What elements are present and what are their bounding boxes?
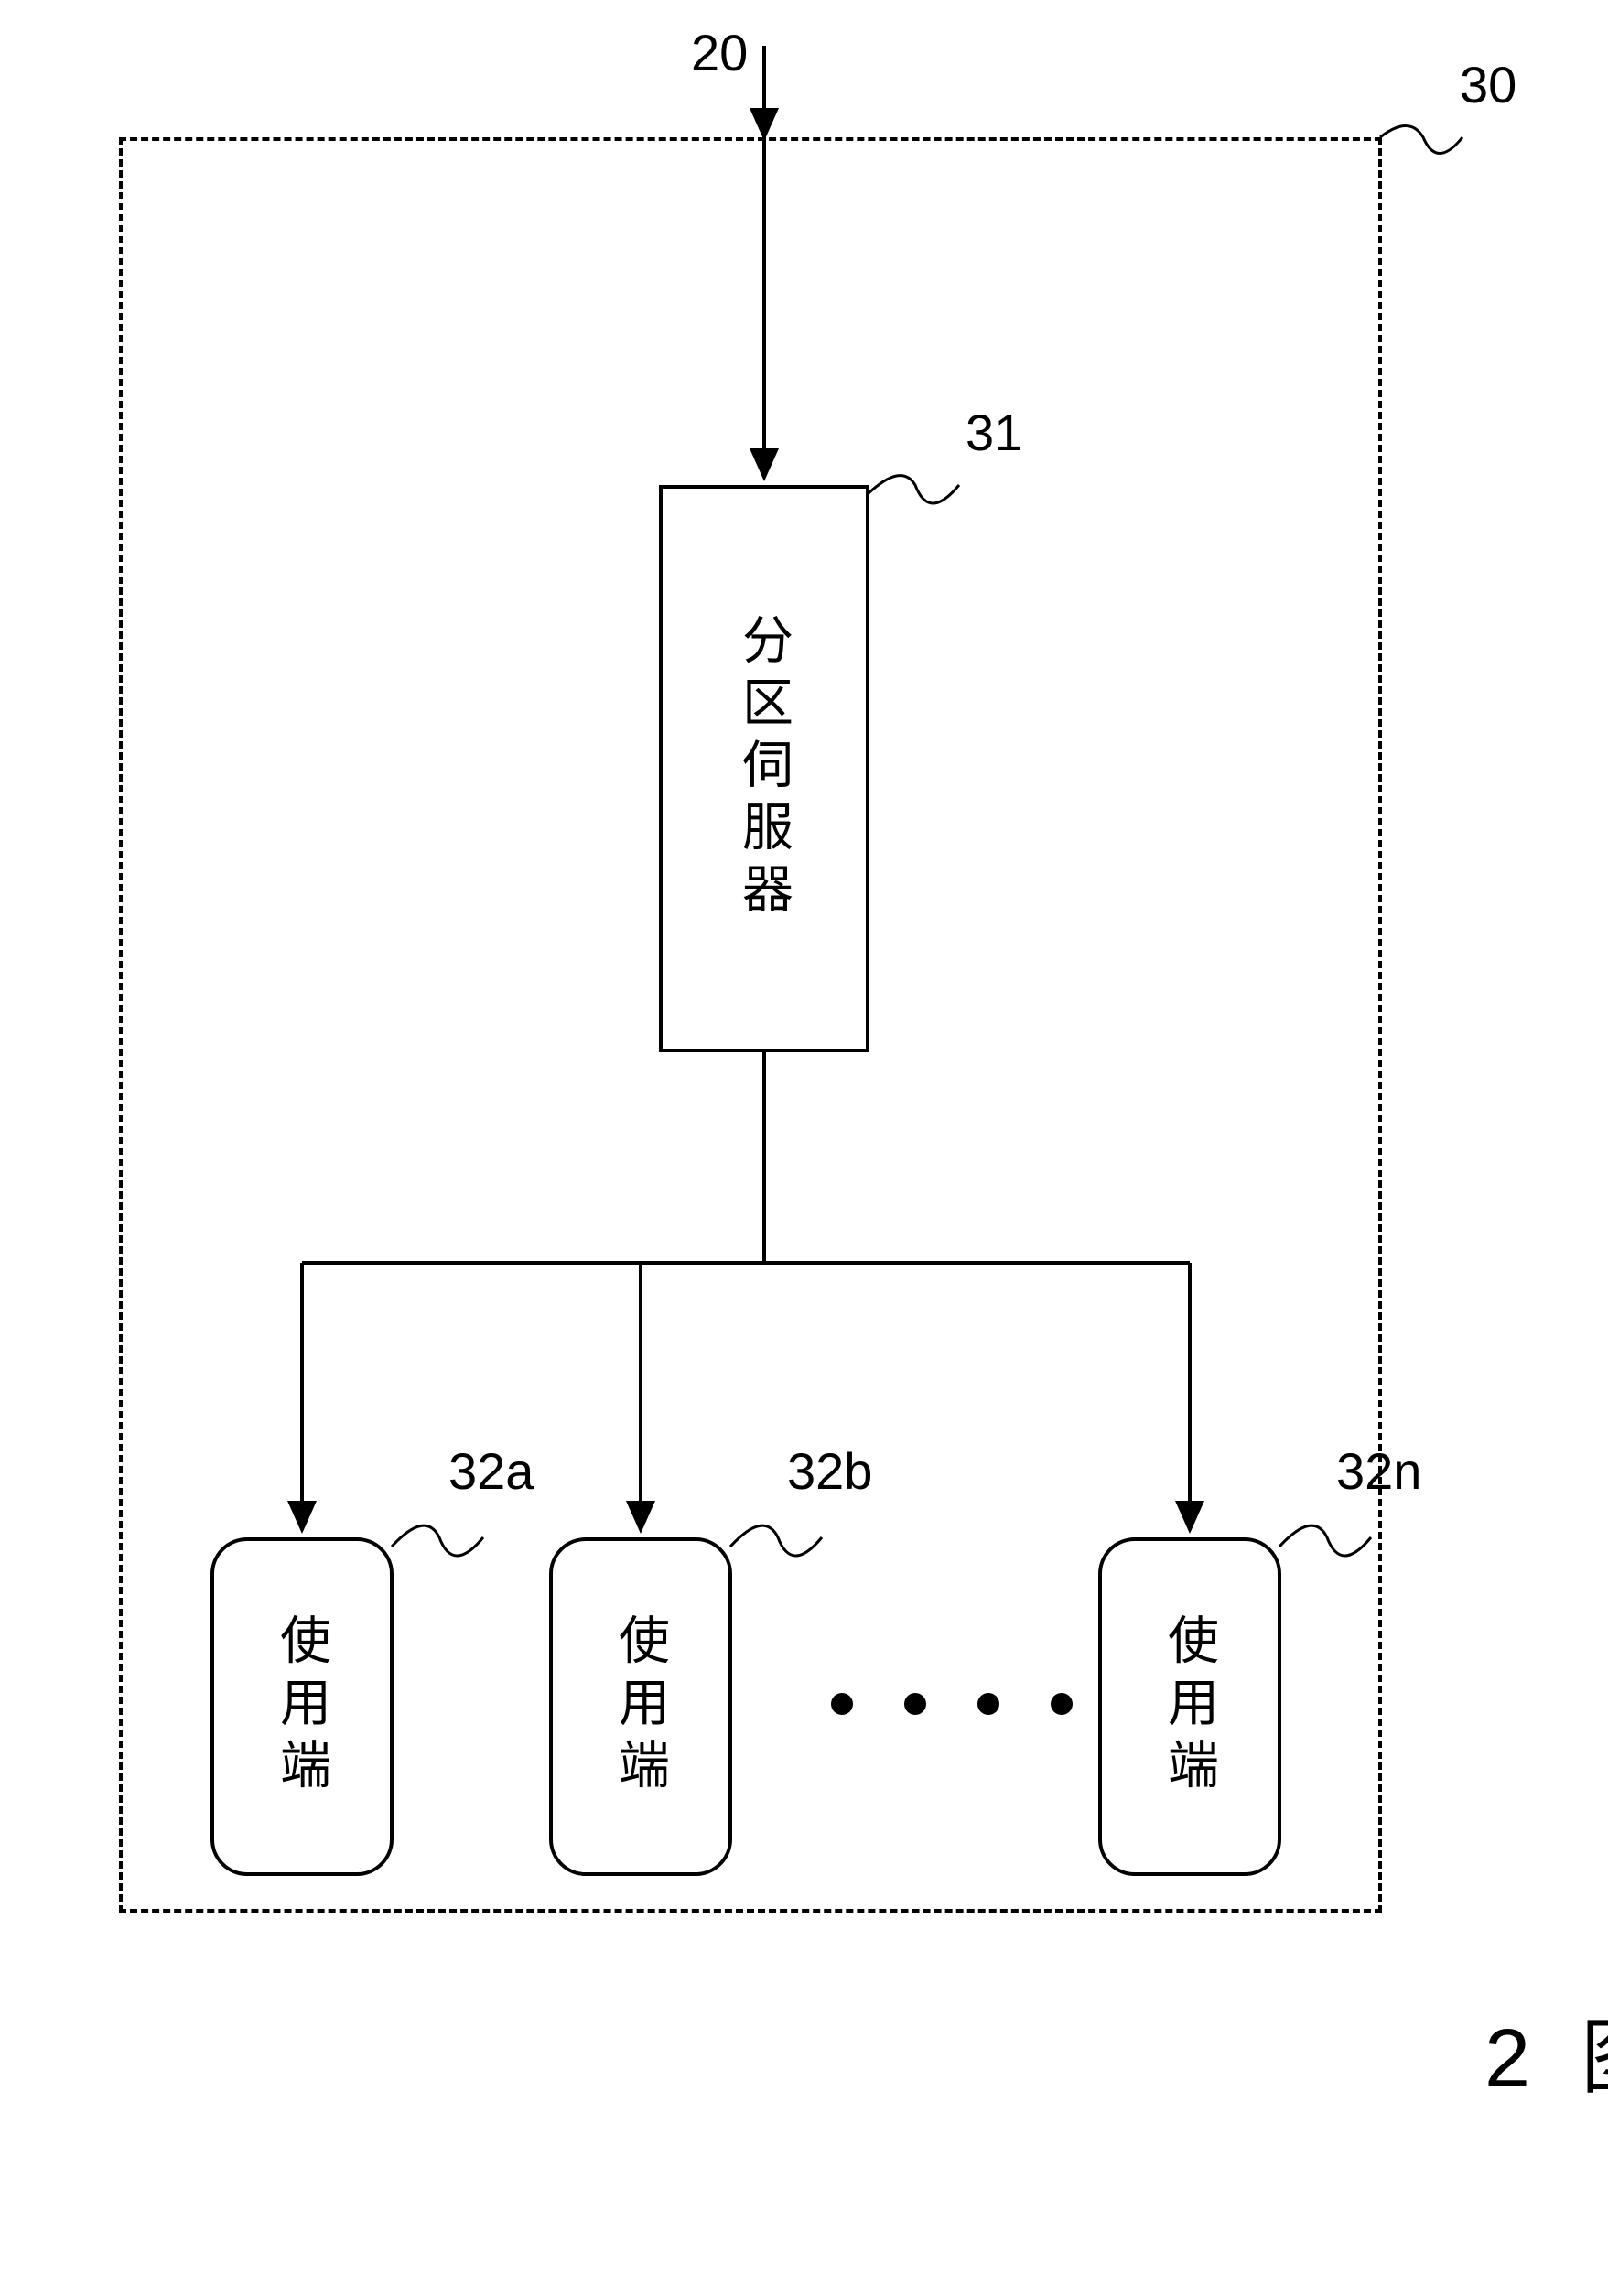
- label-20: 20: [691, 23, 748, 82]
- server-box: 分区伺服器: [659, 485, 869, 1052]
- figure-caption: 图 2: [1460, 2013, 1608, 2296]
- label-32b: 32b: [787, 1441, 872, 1501]
- client-a-text: 使用端: [265, 1613, 340, 1800]
- client-b-text: 使用端: [604, 1613, 678, 1800]
- diagram-container: 分区伺服器 使用端 使用端 使用端 20 30 31 32a 32b 32n 图…: [0, 0, 1608, 2296]
- leader-30: [1380, 126, 1462, 154]
- server-text: 分区伺服器: [728, 613, 802, 924]
- label-31: 31: [966, 403, 1022, 462]
- client-box-b: 使用端: [549, 1537, 732, 1876]
- ellipsis-dot-4: [1051, 1693, 1073, 1715]
- client-box-n: 使用端: [1098, 1537, 1281, 1876]
- client-n-text: 使用端: [1153, 1613, 1227, 1800]
- label-32a: 32a: [448, 1441, 534, 1501]
- client-box-a: 使用端: [210, 1537, 394, 1876]
- ellipsis-dot-2: [904, 1693, 926, 1715]
- label-32n: 32n: [1336, 1441, 1421, 1501]
- label-30: 30: [1460, 55, 1516, 114]
- ellipsis-dot-3: [977, 1693, 999, 1715]
- ellipsis-dot-1: [831, 1693, 853, 1715]
